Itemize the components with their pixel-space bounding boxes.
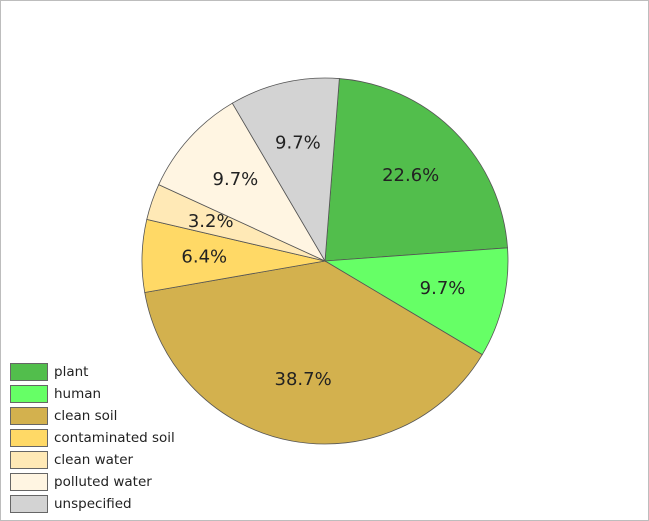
slice-label-clean-water: 3.2% <box>188 211 234 232</box>
legend-label-human: human <box>54 386 102 402</box>
legend-swatch-polluted-water <box>10 473 48 491</box>
legend-item-clean-soil: clean soil <box>10 405 200 427</box>
pie-slice-plant <box>324 78 508 262</box>
slice-label-polluted-water: 9.7% <box>213 169 259 190</box>
legend-swatch-clean-soil <box>10 407 48 425</box>
legend-swatch-clean-water <box>10 451 48 469</box>
legend-item-clean-water: clean water <box>10 449 200 471</box>
slice-label-unspecified: 9.7% <box>275 132 321 153</box>
legend-item-human: human <box>10 383 200 405</box>
slice-label-clean-soil: 38.7% <box>275 369 332 390</box>
legend-label-clean-soil: clean soil <box>54 408 118 424</box>
legend-label-plant: plant <box>54 364 89 380</box>
legend-label-unspecified: unspecified <box>54 496 132 512</box>
pie-slice-polluted-water <box>158 102 326 262</box>
legend-swatch-human <box>10 385 48 403</box>
legend-item-polluted-water: polluted water <box>10 471 200 493</box>
pie-slice-unspecified <box>231 77 340 263</box>
slice-label-human: 9.7% <box>420 278 466 299</box>
legend-swatch-contaminated-soil <box>10 429 48 447</box>
legend-swatch-plant <box>10 363 48 381</box>
legend-item-contaminated-soil: contaminated soil <box>10 427 200 449</box>
legend-label-contaminated-soil: contaminated soil <box>54 430 175 446</box>
slice-label-plant: 22.6% <box>382 165 439 186</box>
legend-label-polluted-water: polluted water <box>54 474 152 490</box>
slice-label-contaminated-soil: 6.4% <box>181 247 227 268</box>
pie-slice-human <box>323 247 509 356</box>
pie-slice-clean-soil <box>144 260 483 445</box>
legend-item-unspecified: unspecified <box>10 493 200 515</box>
legend-label-clean-water: clean water <box>54 452 134 468</box>
legend: plant human clean soil contaminated soil… <box>10 361 200 515</box>
legend-item-plant: plant <box>10 361 200 383</box>
legend-swatch-unspecified <box>10 495 48 513</box>
